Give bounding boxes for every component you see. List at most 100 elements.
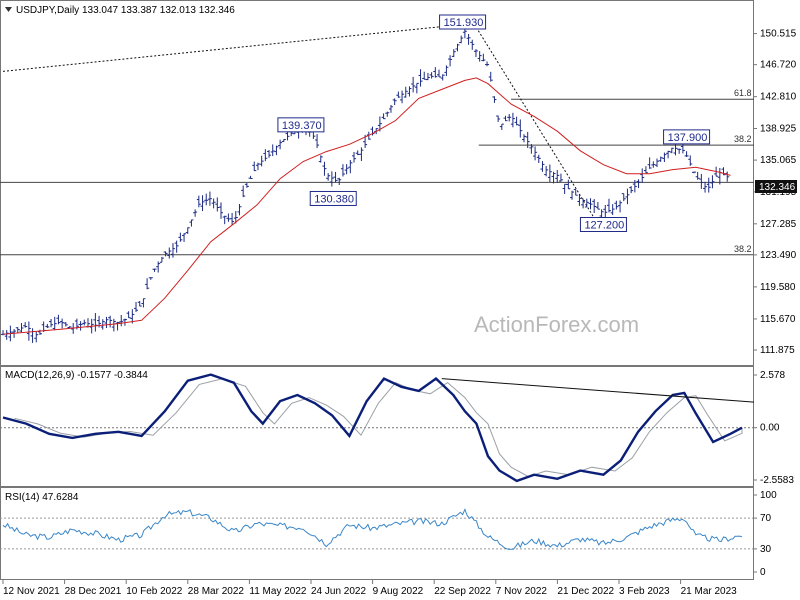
candle — [315, 134, 320, 149]
candle — [507, 114, 512, 122]
candle — [477, 51, 482, 62]
candle — [4, 329, 9, 340]
candle — [233, 210, 238, 224]
price-axis-label: 123.490 — [760, 250, 797, 261]
candle — [159, 256, 164, 263]
candle — [26, 321, 31, 341]
current-price-tag-bg — [755, 180, 797, 193]
candle — [49, 318, 54, 328]
current-price-tag: 132.346 — [759, 182, 796, 193]
date-axis-label: 21 Dec 2022 — [557, 586, 614, 597]
candle — [196, 195, 201, 208]
date-axis-label: 7 Nov 2022 — [496, 586, 548, 597]
candle — [429, 72, 434, 79]
price-annotation: 137.900 — [663, 129, 711, 145]
candle — [503, 115, 508, 122]
candle — [470, 39, 475, 50]
candle — [392, 98, 397, 106]
candle — [688, 155, 693, 166]
candle — [119, 314, 124, 327]
date-axis-label: 22 Sep 2022 — [434, 586, 491, 597]
candle — [433, 67, 438, 78]
candle — [63, 322, 68, 327]
macd-signal-line — [14, 378, 743, 478]
svg-text:137.900: 137.900 — [668, 132, 708, 144]
candle — [104, 316, 109, 329]
candle — [318, 155, 323, 163]
price-axis-label: 142.810 — [760, 92, 797, 103]
date-axis-label: 9 Aug 2022 — [373, 586, 424, 597]
rsi-axis-label: 100 — [760, 490, 777, 501]
price-axis-label: 127.285 — [760, 219, 797, 230]
rsi-title: RSI(14) 47.6284 — [5, 492, 79, 503]
candle — [551, 171, 556, 184]
candle — [669, 147, 674, 154]
candle — [437, 69, 442, 78]
candle — [455, 43, 460, 52]
date-axis-label: 10 Feb 2022 — [126, 586, 183, 597]
candle — [425, 72, 430, 81]
candle — [570, 190, 575, 200]
candle — [178, 232, 183, 242]
candle — [521, 134, 526, 143]
candle — [695, 171, 700, 180]
candle — [388, 104, 393, 113]
date-axis-label: 21 Mar 2023 — [681, 586, 738, 597]
price-axis-label: 146.720 — [760, 60, 797, 71]
candle — [577, 194, 582, 206]
candle — [488, 71, 493, 82]
candle — [595, 202, 600, 210]
candle — [60, 318, 65, 329]
candle — [647, 157, 652, 169]
price-annotation: 139.370 — [277, 117, 325, 133]
candle — [193, 209, 198, 217]
candle — [485, 61, 490, 67]
candle — [241, 185, 246, 198]
macd-axis-label: 0.00 — [760, 423, 780, 434]
candle — [252, 161, 257, 172]
collapse-triangle-icon[interactable] — [5, 7, 12, 12]
candle — [540, 161, 545, 172]
candle — [174, 240, 179, 253]
candle — [348, 159, 353, 174]
candle — [23, 322, 28, 328]
candle — [499, 123, 504, 130]
candle — [651, 161, 656, 168]
candle — [219, 202, 224, 219]
candle — [555, 170, 560, 184]
candle — [182, 233, 187, 242]
candle — [152, 268, 157, 272]
candle — [636, 179, 641, 189]
candle — [621, 193, 626, 202]
candle — [629, 186, 634, 194]
candle — [204, 193, 209, 206]
candle — [643, 166, 648, 174]
date-axis-label: 28 Mar 2022 — [188, 586, 245, 597]
candle — [100, 319, 105, 330]
fib-level-label: 38.2 — [734, 244, 752, 254]
candle — [207, 191, 212, 206]
candle — [329, 171, 334, 187]
candle — [270, 144, 275, 157]
candle — [381, 113, 386, 120]
candle — [625, 188, 630, 205]
candle — [655, 158, 660, 168]
axis-layer: 150.515146.720142.810138.925135.065131.1… — [2, 29, 797, 597]
candle — [699, 173, 704, 189]
candle — [244, 183, 249, 188]
candle — [529, 144, 534, 154]
candle — [278, 139, 283, 150]
date-axis-label: 28 Dec 2021 — [65, 586, 122, 597]
candle — [111, 318, 116, 332]
candle — [573, 188, 578, 196]
candle — [691, 171, 696, 174]
price-axis-label: 150.515 — [760, 29, 797, 40]
candle — [248, 175, 253, 179]
candle — [185, 227, 190, 234]
price-annotation: 151.930 — [439, 14, 487, 30]
price-title: USDJPY,Daily 133.047 133.387 132.013 132… — [16, 5, 235, 16]
rsi-panel-frame — [0, 487, 754, 580]
price-annotation: 130.380 — [309, 190, 357, 206]
macd-line — [2, 373, 743, 483]
candle — [411, 76, 416, 93]
